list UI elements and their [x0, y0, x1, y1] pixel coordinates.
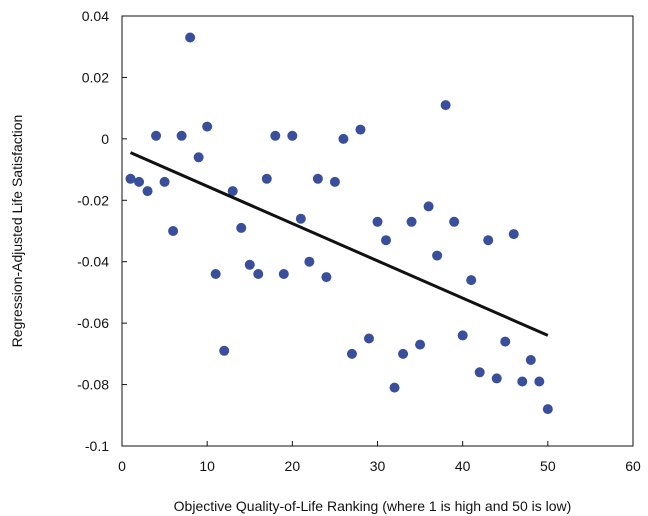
y-axis-title: Regression-Adjusted Life Satisfaction [9, 115, 25, 348]
data-point [466, 275, 477, 286]
data-point [227, 186, 238, 197]
data-point [185, 32, 196, 43]
data-point [312, 173, 323, 184]
data-point [372, 216, 383, 227]
plot-area-frame [121, 15, 634, 447]
data-point [389, 382, 400, 393]
data-point [244, 259, 255, 270]
data-point [287, 130, 298, 141]
data-point [125, 173, 136, 184]
data-point [321, 272, 332, 283]
y-tick-label: -0.02 [77, 192, 109, 208]
y-tick-label: -0.04 [77, 254, 109, 270]
data-point [261, 173, 272, 184]
data-point [278, 269, 289, 279]
data-point [176, 130, 187, 141]
data-point [363, 333, 374, 344]
y-tick-label: 0 [101, 131, 109, 147]
data-point [500, 336, 511, 347]
data-point [415, 339, 426, 350]
data-point [406, 216, 417, 227]
data-point [542, 404, 553, 415]
data-point [338, 133, 349, 144]
data-point [236, 222, 247, 233]
data-point [423, 201, 434, 212]
x-tick-label: 20 [285, 458, 301, 474]
data-point [398, 348, 409, 359]
data-point [381, 235, 392, 246]
data-point [440, 100, 451, 111]
x-tick-label: 50 [540, 458, 556, 474]
y-tick-label: 0.04 [82, 8, 109, 24]
y-tick-label: -0.08 [77, 377, 109, 393]
data-point [329, 176, 340, 187]
x-axis-ticks: 0 10 20 30 40 50 60 [118, 441, 641, 474]
data-point [151, 130, 162, 141]
data-point [253, 269, 264, 279]
data-point [457, 330, 468, 341]
y-tick-label: -0.1 [85, 438, 109, 454]
data-point [491, 373, 502, 384]
x-tick-label: 10 [199, 458, 215, 474]
y-tick-label: -0.06 [77, 315, 109, 331]
data-point [508, 229, 519, 240]
data-point [432, 250, 443, 261]
data-point [355, 124, 366, 135]
data-point [219, 345, 230, 356]
x-tick-label: 0 [118, 458, 126, 474]
data-point [142, 186, 153, 197]
x-tick-label: 30 [370, 458, 386, 474]
data-point [483, 235, 494, 246]
data-point [474, 367, 485, 378]
data-point [534, 376, 545, 387]
data-point [210, 269, 221, 279]
data-point [270, 130, 281, 141]
data-point [346, 348, 357, 359]
y-tick-label: 0.02 [82, 69, 109, 85]
trend-line [129, 151, 549, 337]
data-point [449, 216, 460, 227]
x-tick-label: 60 [625, 458, 641, 474]
data-point [304, 256, 315, 267]
x-axis-title: Objective Quality-of-Life Ranking (where… [174, 498, 572, 514]
data-point [134, 176, 145, 187]
data-point [159, 176, 170, 187]
data-point [168, 226, 179, 236]
data-point [295, 213, 306, 224]
data-point [193, 152, 204, 163]
y-axis-ticks: 0.04 0.02 0 -0.02 -0.04 -0.06 -0.08 -0.1 [77, 8, 127, 454]
data-points [125, 32, 553, 415]
x-tick-label: 40 [455, 458, 471, 474]
data-point [202, 121, 213, 132]
data-point [525, 355, 536, 365]
data-point [517, 376, 528, 387]
